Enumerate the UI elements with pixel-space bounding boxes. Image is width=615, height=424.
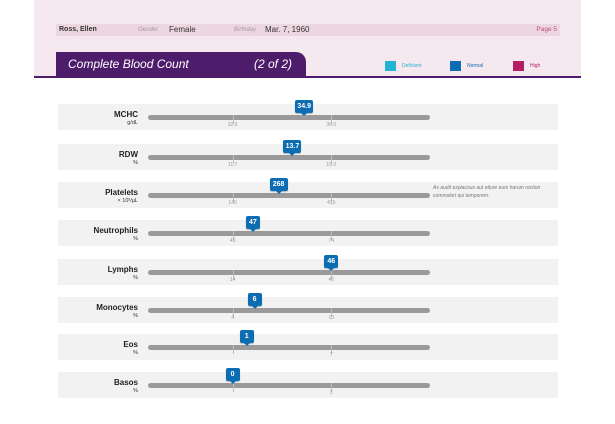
reference-high-label: 3 xyxy=(329,390,333,396)
range-track xyxy=(148,231,430,236)
legend-normal-label: Normal xyxy=(467,63,484,69)
reference-high-label: 415 xyxy=(327,200,336,206)
test-row-lymphs: Lymphs% 14 46 46 xyxy=(58,255,558,285)
reference-low-tick xyxy=(232,115,234,124)
test-unit: % xyxy=(133,160,138,166)
patient-info-bar: Ross, Ellen Gender Female Birthday Mar. … xyxy=(56,24,560,36)
platelets-note: As audit explacous aut etiure eum harum … xyxy=(433,185,541,199)
reference-high-tick xyxy=(331,308,333,317)
reference-high-label: 13 xyxy=(328,315,335,321)
header-divider xyxy=(34,76,581,78)
reference-high-tick xyxy=(331,115,333,124)
result-value-marker: 46 xyxy=(324,255,339,271)
section-title: Complete Blood Count xyxy=(68,57,189,71)
reference-high-label: 7 xyxy=(329,352,333,358)
legend-high-label: High xyxy=(530,63,541,69)
test-unit: % xyxy=(133,350,138,356)
test-name: RDW xyxy=(118,150,138,159)
reference-high-label: 74 xyxy=(328,238,335,244)
legend-high-swatch xyxy=(513,61,524,71)
reference-low-tick xyxy=(232,231,234,240)
section-part: (2 of 2) xyxy=(253,57,292,71)
test-row-neutrophils: Neutrophils% 40 74 47 xyxy=(58,216,558,246)
reference-low-label: 14 xyxy=(229,277,236,283)
reference-low-label: 4 xyxy=(231,315,234,321)
reference-low-tick xyxy=(232,270,234,279)
legend-deficient-label: Deficient xyxy=(402,63,422,69)
gender-value: Female xyxy=(169,25,196,34)
range-track xyxy=(148,345,430,350)
reference-low-label: 32.0 xyxy=(227,122,238,128)
range-track xyxy=(148,115,430,120)
test-row-mchc: MCHC g/dL 32.0 36.0 34.9 xyxy=(58,100,558,130)
result-value-marker: 13.7 xyxy=(283,140,302,156)
legend-deficient-swatch xyxy=(385,61,396,71)
range-track xyxy=(148,155,430,160)
test-name: Eos xyxy=(123,340,138,349)
result-value-marker: 34.9 xyxy=(295,100,314,116)
reference-high-tick xyxy=(331,345,333,354)
reference-high-label: 36.0 xyxy=(326,122,337,128)
legend-normal: Normal xyxy=(450,61,483,71)
test-unit: % xyxy=(133,313,138,319)
reference-high-tick xyxy=(331,193,333,202)
gender-label: Gender xyxy=(138,27,159,33)
result-value-marker: 47 xyxy=(245,216,260,232)
reference-high-label: 46 xyxy=(328,277,335,283)
test-row-rdw: RDW% 11.7 15.0 13.7 xyxy=(58,140,558,170)
section-title-tab: Complete Blood Count (2 of 2) xyxy=(56,52,306,76)
reference-high-tick xyxy=(331,231,333,240)
test-name: Platelets xyxy=(105,188,138,197)
test-unit: % xyxy=(133,388,138,394)
test-unit: × 10³/µL xyxy=(117,198,138,204)
reference-high-tick xyxy=(331,155,333,164)
legend-deficient: Deficient xyxy=(385,61,421,71)
legend-high: High xyxy=(513,61,540,71)
test-name: Neutrophils xyxy=(93,226,138,235)
patient-name: Ross, Ellen xyxy=(59,26,97,33)
result-value-marker: 1 xyxy=(239,330,254,346)
reference-low-tick xyxy=(232,345,234,354)
reference-low-label: 40 xyxy=(229,238,236,244)
test-unit: g/dL xyxy=(127,120,138,126)
range-track xyxy=(148,308,430,313)
reference-high-tick xyxy=(331,383,333,392)
page-number: Page 5 xyxy=(536,26,557,33)
reference-low-tick xyxy=(232,155,234,164)
birthday-value: Mar. 7, 1960 xyxy=(265,25,310,34)
result-value-marker: 268 xyxy=(269,178,288,194)
test-row-eos: Eos% 7 1 xyxy=(58,330,558,360)
legend-normal-swatch xyxy=(450,61,461,71)
reference-low-label: 11.7 xyxy=(227,162,238,168)
range-track xyxy=(148,270,430,275)
test-unit: % xyxy=(133,236,138,242)
test-unit: % xyxy=(133,275,138,281)
reference-low-label: 140 xyxy=(228,200,237,206)
range-track xyxy=(148,383,430,388)
reference-low-tick xyxy=(232,308,234,317)
test-name: Lymphs xyxy=(107,265,138,274)
test-name: Monocytes xyxy=(96,303,138,312)
test-row-basos: Basos% 3 0 xyxy=(58,368,558,398)
reference-high-tick xyxy=(331,270,333,279)
test-name: Basos xyxy=(113,378,138,387)
test-row-platelets: Platelets × 10³/µL 140 415 268 xyxy=(58,178,558,208)
reference-low-tick xyxy=(232,193,234,202)
reference-low-tick xyxy=(232,383,234,392)
test-name: MCHC xyxy=(114,110,138,119)
result-value-marker: 0 xyxy=(225,368,240,384)
reference-high-label: 15.0 xyxy=(326,162,337,168)
result-value-marker: 6 xyxy=(247,293,262,309)
range-track xyxy=(148,193,430,198)
birthday-label: Birthday xyxy=(234,27,257,33)
test-row-monocytes: Monocytes% 4 13 6 xyxy=(58,293,558,323)
